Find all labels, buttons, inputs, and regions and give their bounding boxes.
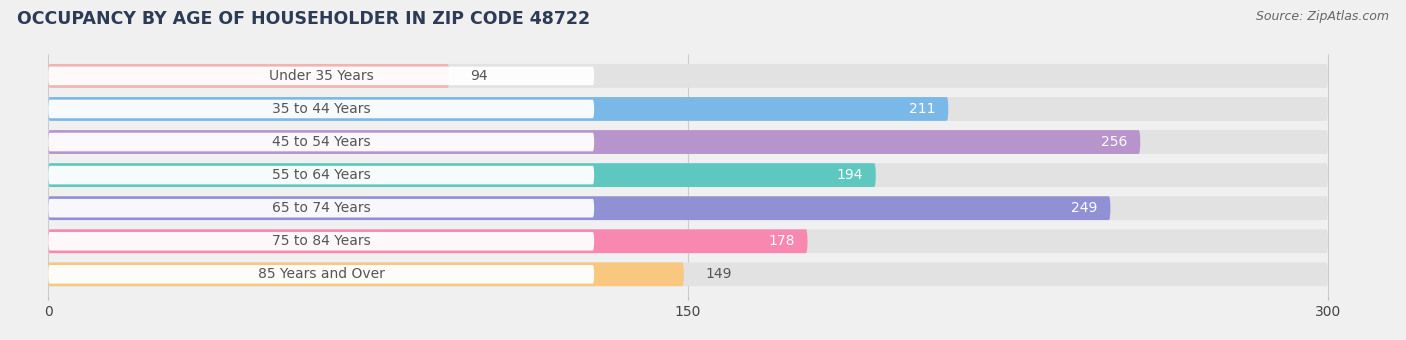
FancyBboxPatch shape [48,262,1327,286]
FancyBboxPatch shape [48,196,1111,220]
FancyBboxPatch shape [48,230,1327,253]
Text: OCCUPANCY BY AGE OF HOUSEHOLDER IN ZIP CODE 48722: OCCUPANCY BY AGE OF HOUSEHOLDER IN ZIP C… [17,10,591,28]
Text: Source: ZipAtlas.com: Source: ZipAtlas.com [1256,10,1389,23]
FancyBboxPatch shape [48,97,948,121]
Text: 75 to 84 Years: 75 to 84 Years [271,234,371,248]
FancyBboxPatch shape [48,100,595,118]
FancyBboxPatch shape [48,64,449,88]
FancyBboxPatch shape [48,97,1327,121]
FancyBboxPatch shape [48,196,1327,220]
FancyBboxPatch shape [48,133,595,151]
Text: 94: 94 [471,69,488,83]
FancyBboxPatch shape [48,166,595,184]
FancyBboxPatch shape [48,199,595,218]
FancyBboxPatch shape [48,262,683,286]
FancyBboxPatch shape [48,163,1327,187]
Text: 178: 178 [768,234,794,248]
FancyBboxPatch shape [48,67,595,85]
FancyBboxPatch shape [48,230,807,253]
FancyBboxPatch shape [48,130,1140,154]
FancyBboxPatch shape [48,163,876,187]
FancyBboxPatch shape [48,130,1327,154]
Text: Under 35 Years: Under 35 Years [269,69,374,83]
FancyBboxPatch shape [48,265,595,284]
Text: 256: 256 [1101,135,1128,149]
Text: 211: 211 [910,102,935,116]
FancyBboxPatch shape [48,232,595,251]
Text: 249: 249 [1071,201,1098,215]
FancyBboxPatch shape [48,64,1327,88]
Text: 149: 149 [706,267,731,281]
Text: 35 to 44 Years: 35 to 44 Years [271,102,371,116]
Text: 194: 194 [837,168,863,182]
Text: 55 to 64 Years: 55 to 64 Years [271,168,371,182]
Text: 85 Years and Over: 85 Years and Over [257,267,385,281]
Text: 45 to 54 Years: 45 to 54 Years [271,135,371,149]
Text: 65 to 74 Years: 65 to 74 Years [271,201,371,215]
